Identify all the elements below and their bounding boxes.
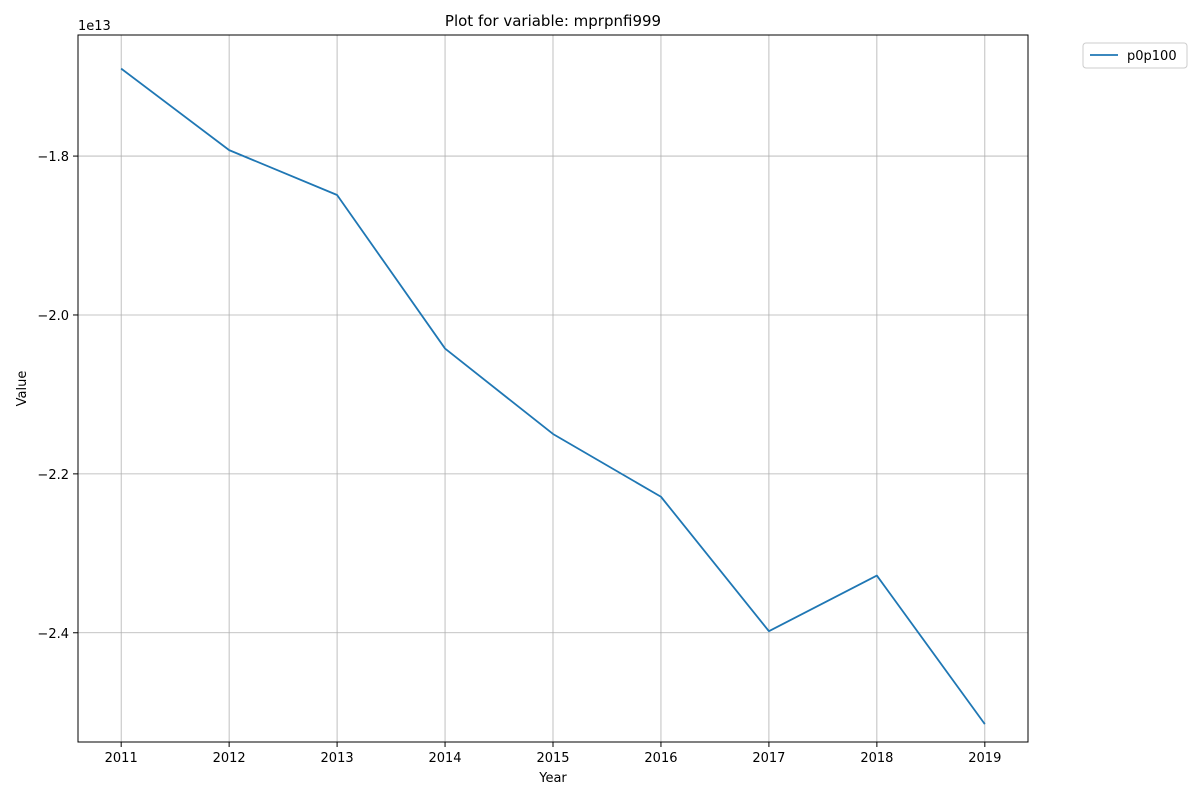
x-tick-label: 2018	[860, 751, 893, 766]
y-axis-ticks: −1.8 −2.0 −2.2 −2.4	[37, 150, 78, 642]
x-axis-ticks: 2011 2012 2013 2014 2015 2016 2017 2018 2019	[105, 742, 1001, 766]
gridlines	[78, 35, 1028, 742]
x-tick-label: 2016	[644, 751, 677, 766]
x-tick-label: 2013	[321, 751, 354, 766]
x-tick-label: 2015	[536, 751, 569, 766]
series-line-p0p100	[120, 67, 986, 725]
series-lines	[120, 67, 986, 725]
x-tick-label: 2019	[968, 751, 1001, 766]
x-tick-label: 2012	[213, 751, 246, 766]
y-tick-label: −2.2	[37, 468, 69, 483]
x-tick-label: 2017	[752, 751, 785, 766]
legend-box	[1082, 42, 1188, 69]
chart-title: Plot for variable: mprpnfi999	[445, 12, 661, 30]
legend-label-p0p100: p0p100	[1127, 49, 1177, 64]
y-tick-label: −2.4	[37, 627, 69, 642]
y-axis-title: Value	[15, 371, 30, 407]
x-tick-label: 2011	[105, 751, 138, 766]
legend: p0p100	[1082, 42, 1188, 69]
x-tick-label: 2014	[428, 751, 461, 766]
x-axis-title: Year	[538, 771, 567, 786]
y-axis-offset-label: 1e13	[78, 19, 111, 34]
y-tick-label: −1.8	[37, 150, 69, 165]
y-tick-label: −2.0	[37, 309, 69, 324]
